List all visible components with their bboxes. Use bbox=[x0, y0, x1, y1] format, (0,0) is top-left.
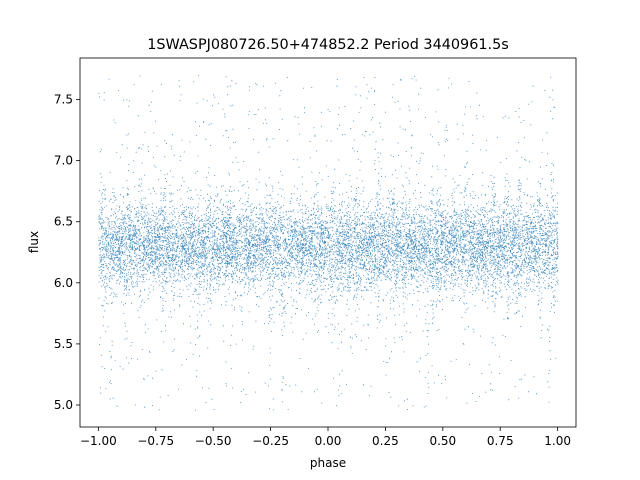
data-points bbox=[98, 75, 559, 411]
x-axis-title: phase bbox=[310, 456, 346, 470]
y-axis-title: flux bbox=[27, 231, 41, 253]
x-tick-label: 0.00 bbox=[315, 434, 342, 448]
x-tick-label: −0.75 bbox=[137, 434, 174, 448]
y-tick-label: 5.5 bbox=[54, 337, 73, 351]
x-tick-label: −0.25 bbox=[252, 434, 289, 448]
x-tick-label: −0.50 bbox=[195, 434, 232, 448]
x-tick-label: 0.25 bbox=[372, 434, 399, 448]
y-tick-label: 6.0 bbox=[54, 276, 73, 290]
chart-title: 1SWASPJ080726.50+474852.2 Period 3440961… bbox=[147, 37, 509, 53]
y-tick-label: 7.5 bbox=[54, 93, 73, 107]
x-tick-label: 1.00 bbox=[544, 434, 571, 448]
y-axis-ticks: 5.0 5.5 6.0 6.5 7.0 7.5 bbox=[54, 93, 80, 412]
scatter-points bbox=[98, 75, 559, 411]
y-tick-label: 5.0 bbox=[54, 398, 73, 412]
x-axis-ticks: −1.00 −0.75 −0.50 −0.25 0.00 0.25 0.50 0.75 1.00 bbox=[80, 427, 571, 448]
x-tick-label: 0.50 bbox=[429, 434, 456, 448]
y-tick-label: 7.0 bbox=[54, 154, 73, 168]
x-tick-label: −1.00 bbox=[80, 434, 117, 448]
x-tick-label: 0.75 bbox=[487, 434, 514, 448]
y-tick-label: 6.5 bbox=[54, 215, 73, 229]
